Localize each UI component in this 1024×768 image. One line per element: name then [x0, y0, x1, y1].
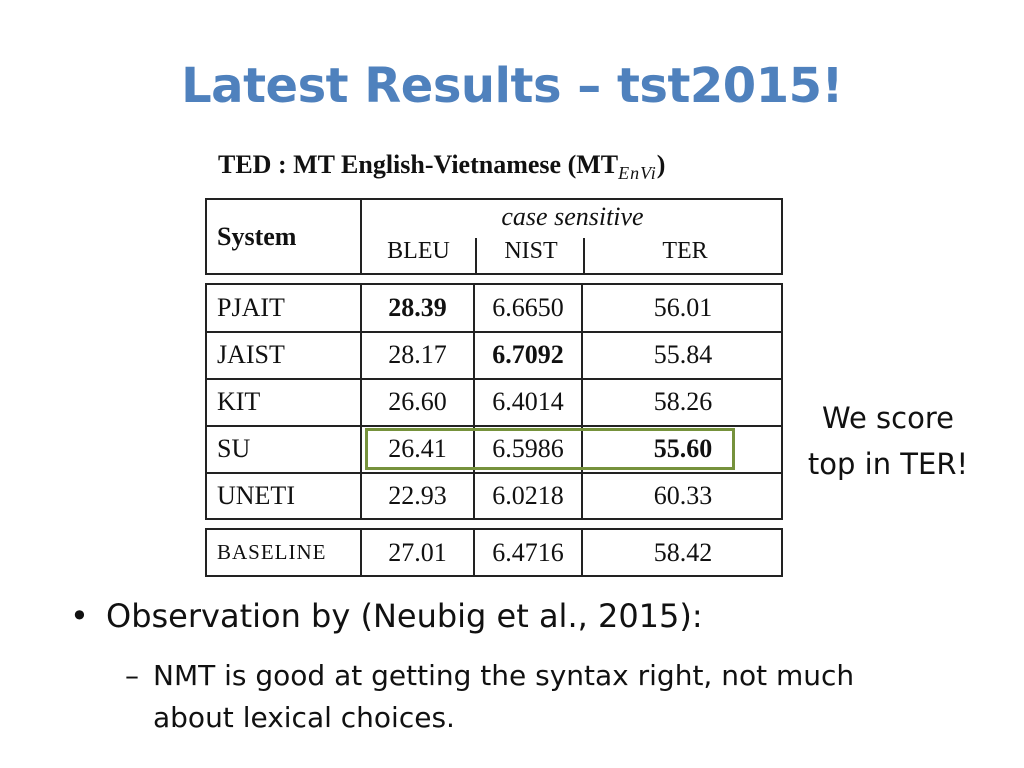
header-col-nist: NIST [475, 238, 585, 273]
caption-mt: MT [576, 150, 619, 179]
header-col-ter: TER [583, 238, 785, 273]
sub-bullet-marker: – [125, 659, 139, 692]
row-ter: 56.01 [581, 285, 783, 331]
header-group-label: case sensitive [501, 202, 644, 231]
row-bleu: 26.41 [360, 426, 473, 472]
table-row: UNETI 22.93 6.0218 60.33 [207, 473, 781, 519]
sub-bullet: – NMT is good at getting the syntax right… [125, 655, 985, 739]
sub-bullet-line2: about lexical choices. [153, 701, 455, 734]
header-system: System [217, 221, 297, 251]
row-system: KIT [217, 387, 261, 416]
row-nist: 6.4014 [473, 379, 581, 425]
caption-prefix: TED : MT English-Vietnamese ( [218, 150, 577, 179]
row-ter: 60.33 [581, 473, 783, 519]
baseline-system: BASELINE [217, 540, 327, 564]
row-bleu: 28.39 [360, 285, 473, 331]
side-note-line1: We score [822, 401, 954, 435]
row-ter: 55.84 [581, 332, 783, 378]
bullet-marker: • [70, 597, 89, 635]
results-table-body: PJAIT 28.39 6.6650 56.01 JAIST 28.17 6.7… [205, 283, 783, 520]
table-row: JAIST 28.17 6.7092 55.84 [207, 332, 781, 380]
sub-bullet-line1: NMT is good at getting the syntax right,… [153, 659, 855, 692]
row-nist: 6.5986 [473, 426, 581, 472]
su-highlight-box [365, 428, 735, 470]
header-group-area: case sensitive BLEU NIST TER [360, 200, 783, 273]
header-col-bleu: BLEU [387, 238, 450, 264]
row-bleu: 26.60 [360, 379, 473, 425]
row-nist: 6.7092 [473, 332, 581, 378]
main-bullet-text: Observation by (Neubig et al., 2015): [106, 597, 703, 635]
results-table-baseline: BASELINE 27.01 6.4716 58.42 [205, 528, 783, 577]
slide-title: Latest Results – tst2015! [181, 58, 843, 114]
caption-suffix: ) [656, 150, 666, 179]
row-system: SU [217, 434, 251, 463]
row-system: JAIST [217, 340, 285, 369]
row-ter: 55.60 [581, 426, 783, 472]
baseline-bleu: 27.01 [360, 530, 473, 575]
row-bleu: 28.17 [360, 332, 473, 378]
row-bleu: 22.93 [360, 473, 473, 519]
main-bullet: • Observation by (Neubig et al., 2015): [70, 597, 703, 635]
table-row: SU 26.41 6.5986 55.60 [207, 426, 781, 474]
caption-subscript: EnVi [618, 163, 657, 183]
table-caption: TED : MT English-Vietnamese (MTEnVi) [218, 150, 666, 183]
table-row: PJAIT 28.39 6.6650 56.01 [207, 285, 781, 333]
baseline-ter: 58.42 [581, 530, 783, 575]
side-note: We score top in TER! [793, 395, 983, 487]
results-table-header: System case sensitive BLEU NIST TER [205, 198, 783, 275]
side-note-line2: top in TER! [807, 447, 969, 481]
baseline-nist: 6.4716 [473, 530, 581, 575]
baseline-row: BASELINE 27.01 6.4716 58.42 [207, 530, 781, 575]
row-nist: 6.6650 [473, 285, 581, 331]
row-system: UNETI [217, 481, 295, 510]
row-system: PJAIT [217, 293, 285, 322]
row-ter: 58.26 [581, 379, 783, 425]
table-row: KIT 26.60 6.4014 58.26 [207, 379, 781, 427]
row-nist: 6.0218 [473, 473, 581, 519]
